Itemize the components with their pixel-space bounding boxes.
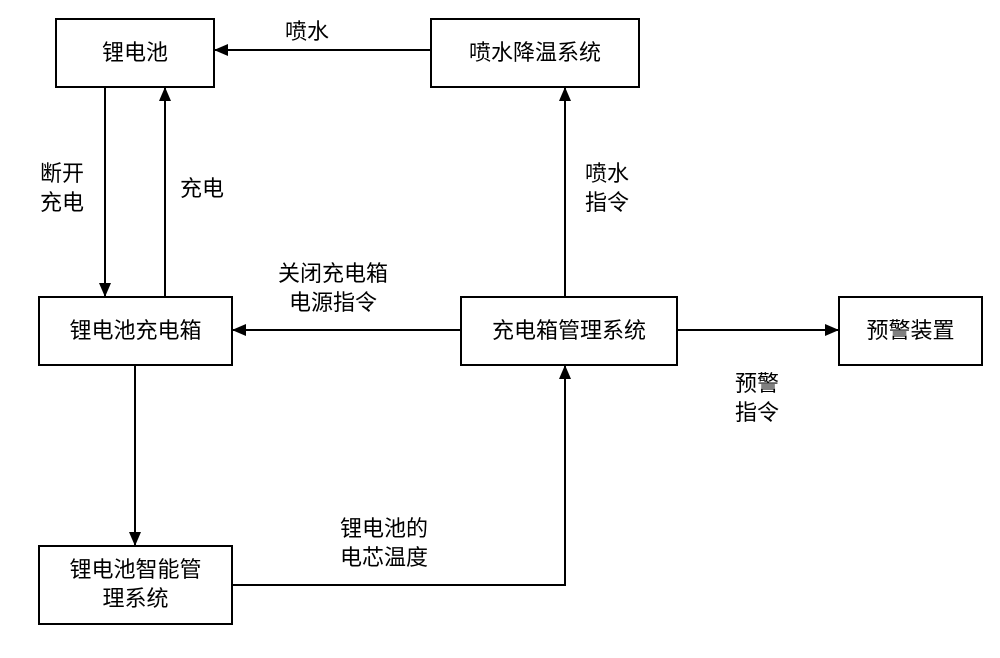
node-box_mgmt: 充电箱管理系统 (460, 296, 678, 366)
node-charge_box: 锂电池充电箱 (38, 296, 233, 366)
edge-label-e_cooling_battery: 喷水 (285, 18, 329, 47)
node-label: 锂电池智能管 理系统 (69, 556, 201, 613)
edge-label-e_mgmt_cooling: 喷水 指令 (585, 160, 629, 217)
node-cooling: 喷水降温系统 (430, 18, 640, 88)
node-label: 充电箱管理系统 (492, 317, 646, 346)
edge-label-e_bms_mgmt: 锂电池的 电芯温度 (340, 515, 428, 572)
node-label: 喷水降温系统 (469, 39, 601, 68)
node-label: 锂电池充电箱 (69, 317, 201, 346)
node-label: 预警装置 (866, 317, 954, 346)
edge-label-e_mgmt_alarm: 预警 指令 (735, 370, 779, 427)
node-battery: 锂电池 (55, 18, 215, 88)
node-label: 锂电池 (102, 39, 168, 68)
node-alarm: 预警装置 (838, 296, 983, 366)
edge-label-e_mgmt_chargebox: 关闭充电箱 电源指令 (278, 260, 388, 317)
edge-label-e_battery_box_disconnect: 断开 充电 (40, 160, 84, 217)
node-bms: 锂电池智能管 理系统 (38, 545, 233, 625)
edge-label-e_battery_box_charge: 充电 (180, 175, 224, 204)
